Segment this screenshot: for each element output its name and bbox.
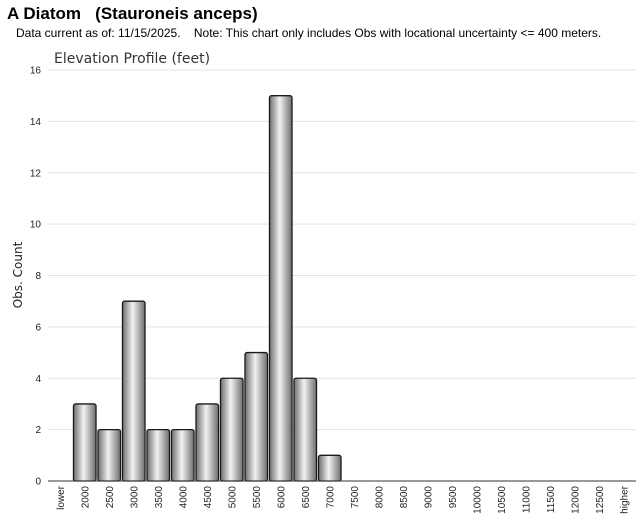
y-tick-label: 6 [35,322,41,333]
x-tick-label: 3500 [154,486,165,509]
y-axis-ticks: 0 2 4 6 8 10 12 14 16 [30,66,42,488]
bar-5000 [219,377,244,482]
bar-7000 [317,454,342,482]
x-axis-ticks: lower 2000 2500 3000 3500 4000 4500 5000 5500 600… [56,485,631,513]
x-tick-label: 11000 [521,486,532,514]
y-tick-label: 4 [35,374,41,385]
x-tick-label: lower [56,485,67,510]
x-tick-label: 3000 [129,486,140,509]
bars [72,95,342,482]
y-tick-label: 10 [30,220,42,231]
chart-title: Elevation Profile (feet) [54,51,210,67]
bar-4000 [170,428,195,482]
bar-2500 [97,428,122,482]
y-axis-label: Obs. Count [11,241,25,308]
x-tick-label: higher [619,485,630,513]
bar-2000 [72,403,97,482]
x-tick-label: 10500 [497,486,508,514]
bar-6000 [268,95,293,482]
x-tick-label: 4000 [178,486,189,509]
y-tick-label: 16 [30,66,42,77]
grid-lines [48,69,636,431]
y-tick-label: 8 [35,271,41,282]
bar-6500 [293,377,318,482]
x-tick-label: 5500 [252,486,263,509]
x-tick-label: 12000 [570,486,581,514]
page-title: A Diatom (Stauroneis anceps) [7,4,258,23]
x-tick-label: 6500 [301,486,312,509]
bar-3000 [121,300,146,482]
x-tick-label: 5000 [227,486,238,509]
x-tick-label: 9500 [448,486,459,509]
x-tick-label: 10000 [472,486,483,514]
x-tick-label: 7000 [325,486,336,509]
bar-3500 [146,428,171,482]
y-tick-label: 2 [35,425,41,436]
x-tick-label: 2000 [80,486,91,509]
x-tick-label: 9000 [423,486,434,509]
x-tick-label: 11500 [546,486,557,514]
y-tick-label: 14 [30,117,42,128]
data-note: Data current as of: 11/15/2025. Note: Th… [16,26,602,40]
x-tick-label: 6000 [276,486,287,509]
y-tick-label: 12 [30,168,42,179]
bar-4500 [195,403,220,482]
x-tick-label: 7500 [350,486,361,509]
x-tick-label: 12500 [595,486,606,514]
x-tick-label: 8000 [374,486,385,509]
x-tick-label: 2500 [105,486,116,509]
x-tick-label: 4500 [203,486,214,509]
y-tick-label: 0 [35,477,41,488]
x-tick-label: 8500 [399,486,410,509]
bar-5500 [244,351,269,482]
